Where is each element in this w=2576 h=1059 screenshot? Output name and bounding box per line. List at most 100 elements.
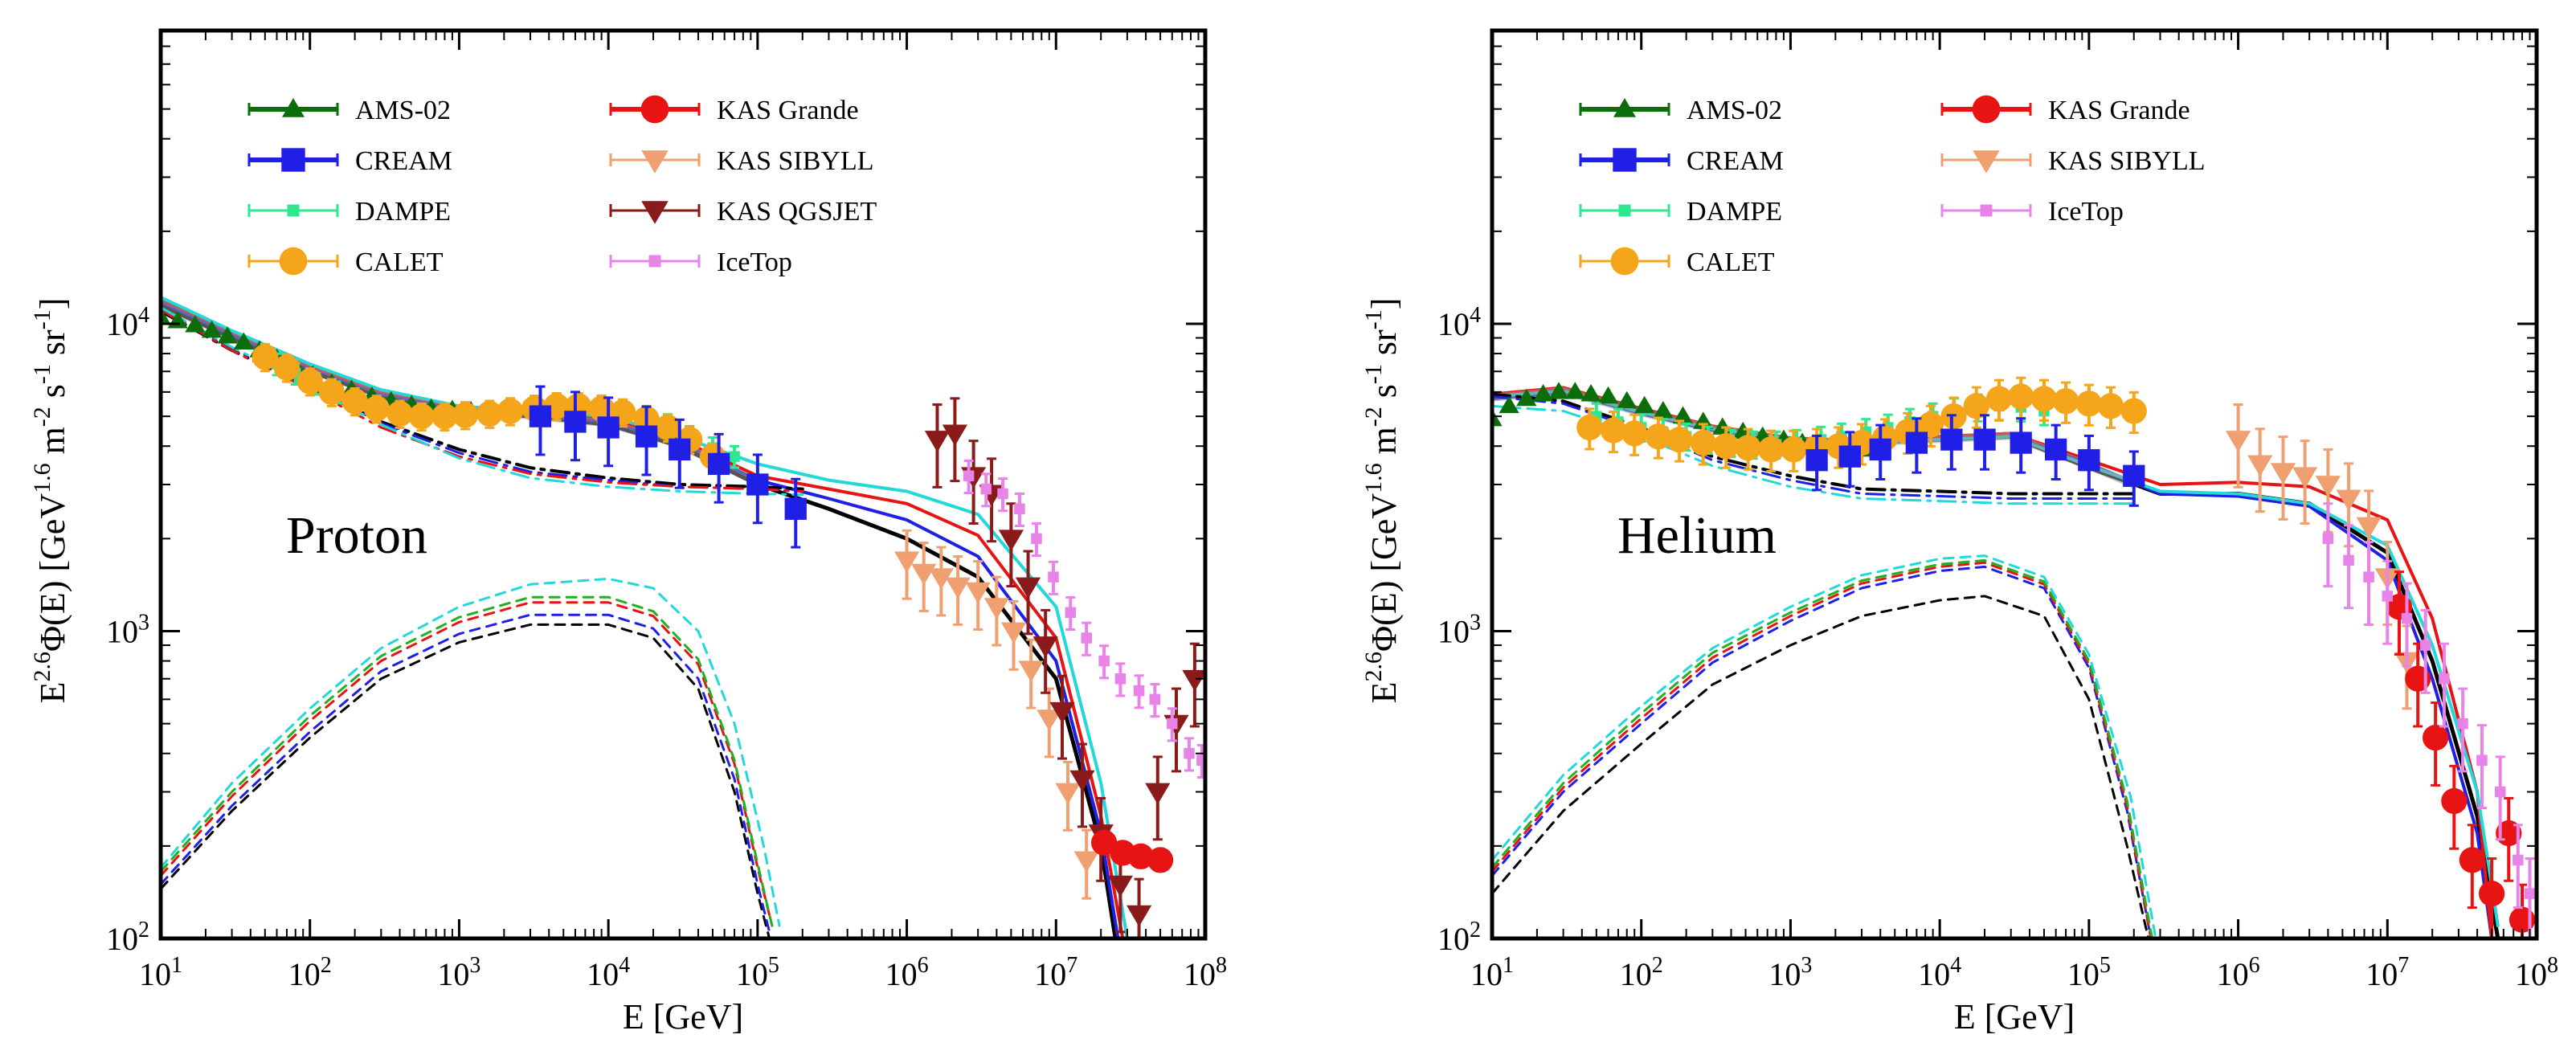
tick-exponent: 2 bbox=[138, 918, 149, 942]
data-point bbox=[1127, 843, 1154, 869]
tick-base: 10 bbox=[885, 956, 918, 992]
legend: AMS-02 CREAM DAMPE CALET KAS Grande KAS SIBYL… bbox=[247, 95, 877, 277]
legend-label: KAS SIBYLL bbox=[717, 146, 874, 176]
tick-exponent: 4 bbox=[138, 303, 149, 328]
data-point bbox=[2052, 388, 2079, 415]
panel-label: Helium bbox=[1617, 506, 1777, 565]
legend-label: IceTop bbox=[2048, 197, 2124, 227]
panel-label: Proton bbox=[286, 506, 427, 565]
legend-marker bbox=[279, 247, 308, 276]
data-point bbox=[251, 344, 278, 370]
data-point bbox=[1055, 783, 1081, 805]
series-kas-grande bbox=[1091, 829, 1174, 873]
x-axis-title: E [GeV] bbox=[1954, 997, 2075, 1037]
data-point bbox=[980, 483, 992, 495]
data-point bbox=[997, 488, 1008, 500]
y-title-sup: 1.6 bbox=[1360, 463, 1387, 493]
y-title-sup: 2.6 bbox=[1360, 652, 1387, 682]
legend-label: AMS-02 bbox=[1687, 96, 1782, 125]
legend-label: KAS Grande bbox=[717, 96, 859, 125]
legend-label: DAMPE bbox=[355, 197, 451, 227]
legend-label: KAS Grande bbox=[2048, 96, 2190, 125]
y-tick-label: 103 bbox=[106, 610, 149, 649]
model-curve-dashdot-black bbox=[1492, 392, 2136, 496]
data-point bbox=[2045, 438, 2067, 461]
data-point bbox=[1073, 851, 1099, 873]
data-point bbox=[1065, 607, 1077, 619]
data-point bbox=[1564, 382, 1585, 399]
x-tick-label: 107 bbox=[1034, 953, 1077, 992]
data-point bbox=[1147, 847, 1174, 873]
x-tick-label: 102 bbox=[1620, 953, 1663, 992]
data-point bbox=[431, 403, 458, 430]
data-point bbox=[1917, 411, 1944, 438]
tick-base: 10 bbox=[736, 956, 768, 992]
tick-base: 10 bbox=[106, 921, 138, 957]
data-point bbox=[1048, 571, 1059, 583]
tick-base: 10 bbox=[2217, 956, 2249, 992]
series-calet bbox=[251, 342, 726, 472]
legend-entry-icetop: IceTop bbox=[1940, 197, 2124, 227]
data-point bbox=[1580, 384, 1601, 402]
model-curve-solid-blue bbox=[1492, 390, 2494, 938]
data-point bbox=[217, 326, 238, 344]
data-point bbox=[2270, 463, 2296, 485]
x-tick-label: 105 bbox=[736, 953, 779, 992]
y-title-part: sr bbox=[33, 329, 72, 364]
data-point bbox=[2423, 725, 2449, 751]
data-point bbox=[1963, 393, 1989, 419]
legend-marker bbox=[1973, 150, 2000, 174]
data-point bbox=[965, 582, 991, 604]
data-point bbox=[1838, 445, 1861, 468]
data-point bbox=[2363, 571, 2374, 583]
x-tick-label: 102 bbox=[288, 953, 332, 992]
tick-exponent: 4 bbox=[1950, 953, 1961, 978]
model-curve-solid-cyan bbox=[1492, 389, 2500, 928]
tick-exponent: 5 bbox=[768, 953, 779, 978]
model-curve-dashed-red bbox=[161, 601, 774, 927]
model-curve-solid-blue bbox=[161, 300, 1120, 938]
data-point bbox=[1114, 673, 1126, 685]
plot-area bbox=[161, 296, 1205, 938]
data-point bbox=[1015, 577, 1041, 599]
data-point bbox=[1182, 669, 1205, 692]
data-point bbox=[2336, 489, 2361, 512]
tick-exponent: 6 bbox=[2249, 953, 2260, 978]
tick-base: 10 bbox=[1437, 613, 1470, 649]
legend-entry-cream: CREAM bbox=[247, 146, 452, 176]
model-curve-dashed-black bbox=[161, 623, 771, 938]
model-curve-dashdot-cyan bbox=[161, 306, 804, 497]
tick-base: 10 bbox=[1437, 921, 1470, 957]
x-axis-title: E [GeV] bbox=[623, 997, 743, 1037]
data-point bbox=[1621, 420, 1648, 447]
data-point bbox=[2123, 464, 2145, 487]
legend-label: CREAM bbox=[355, 146, 452, 176]
model-curve-solid-black bbox=[161, 303, 1118, 938]
model-curve-dashdot-red bbox=[161, 309, 804, 493]
y-title-part: m bbox=[33, 427, 72, 463]
y-title-part: m bbox=[1364, 427, 1404, 463]
legend-label: CREAM bbox=[1687, 146, 1784, 176]
legend-marker bbox=[641, 201, 669, 224]
tick-base: 10 bbox=[139, 956, 171, 992]
x-tick-label: 104 bbox=[587, 953, 630, 992]
legend-marker bbox=[287, 204, 300, 217]
legend-entry-kas-grande: KAS Grande bbox=[1940, 95, 2190, 125]
y-title-sup: -1 bbox=[29, 309, 55, 329]
data-point bbox=[2097, 393, 2124, 419]
y-title-part: E bbox=[1364, 681, 1404, 703]
ticks bbox=[159, 31, 1207, 940]
legend-marker bbox=[640, 95, 669, 124]
data-point bbox=[185, 315, 206, 333]
data-point bbox=[201, 320, 223, 338]
data-point bbox=[707, 452, 730, 476]
x-tick-label: 108 bbox=[2515, 953, 2558, 992]
tick-exponent: 2 bbox=[1470, 918, 1481, 942]
plot-frame bbox=[1490, 28, 2539, 941]
legend-label: AMS-02 bbox=[355, 96, 451, 125]
tick-exponent: 7 bbox=[2398, 953, 2409, 978]
data-point bbox=[784, 497, 807, 520]
data-point bbox=[2315, 476, 2341, 497]
y-tick-label: 102 bbox=[106, 918, 149, 957]
